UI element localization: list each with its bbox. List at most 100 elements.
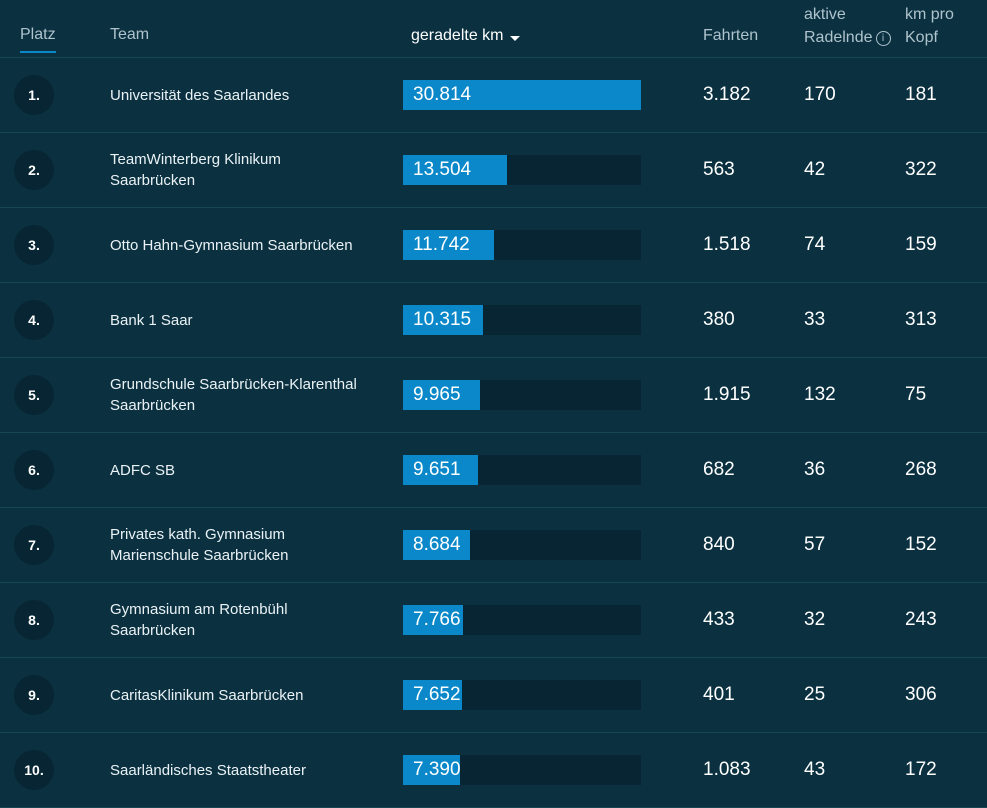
km-value: 13.504 bbox=[413, 159, 472, 180]
column-header-aktive-line1: aktive bbox=[804, 6, 846, 23]
km-pro-kopf-value: 313 bbox=[905, 309, 937, 330]
km-bar-track: 7.766 bbox=[403, 605, 641, 635]
km-bar-fill bbox=[403, 680, 462, 710]
info-icon[interactable]: i bbox=[875, 31, 891, 46]
rank-badge: 8. bbox=[14, 600, 54, 640]
rank-badge: 9. bbox=[14, 675, 54, 715]
team-name[interactable]: Gymnasium am Rotenbühl Saarbrücken bbox=[110, 583, 380, 657]
km-value: 10.315 bbox=[413, 309, 472, 330]
column-header-kopf-line2: Kopf bbox=[905, 29, 938, 46]
km-bar-fill bbox=[403, 380, 480, 410]
km-bar-fill bbox=[403, 755, 460, 785]
team-name-line: Gymnasium am Rotenbühl bbox=[110, 601, 288, 618]
sort-descending-icon bbox=[509, 35, 520, 41]
team-name-line: Saarländisches Staatstheater bbox=[110, 761, 306, 779]
aktive-radelnde-value: 74 bbox=[804, 234, 826, 255]
team-name[interactable]: CaritasKlinikum Saarbrücken bbox=[110, 658, 380, 732]
table-row[interactable]: 1. Universität des Saarlandes 30.814 3.182 1… bbox=[0, 58, 987, 133]
rank-badge: 5. bbox=[14, 375, 54, 415]
km-bar-track: 10.315 bbox=[403, 305, 641, 335]
km-bar-fill bbox=[403, 80, 641, 110]
rank-badge: 7. bbox=[14, 525, 54, 565]
fahrten-value: 682 bbox=[703, 459, 735, 480]
fahrten-value: 3.182 bbox=[703, 84, 751, 105]
km-value: 8.684 bbox=[413, 534, 461, 555]
fahrten-value: 563 bbox=[703, 159, 735, 180]
table-row[interactable]: 10. Saarländisches Staatstheater 7.390 1.08… bbox=[0, 733, 987, 808]
team-name-line: Marienschule Saarbrücken bbox=[110, 547, 289, 564]
aktive-radelnde-value: 25 bbox=[804, 684, 826, 705]
km-bar-track: 9.651 bbox=[403, 455, 641, 485]
km-pro-kopf-value: 75 bbox=[905, 384, 927, 405]
column-header-km-pro-kopf[interactable]: km pro Kopf bbox=[905, 3, 954, 49]
table-row[interactable]: 8. Gymnasium am Rotenbühl Saarbrücken 7.766… bbox=[0, 583, 987, 658]
team-name[interactable]: Privates kath. Gymnasium Marienschule Saa… bbox=[110, 508, 380, 582]
table-row[interactable]: 7. Privates kath. Gymnasium Marienschule S… bbox=[0, 508, 987, 583]
km-value: 7.652 bbox=[413, 684, 461, 705]
team-name-line: Privates kath. Gymnasium bbox=[110, 526, 286, 543]
team-name-line: Saarbrücken bbox=[110, 172, 196, 189]
table-row[interactable]: 4. Bank 1 Saar 10.315 380 33 313 bbox=[0, 283, 987, 358]
fahrten-value: 1.915 bbox=[703, 384, 751, 405]
fahrten-value: 1.083 bbox=[703, 759, 751, 780]
km-pro-kopf-value: 243 bbox=[905, 609, 937, 630]
km-bar-track: 8.684 bbox=[403, 530, 641, 560]
rank-badge: 10. bbox=[14, 750, 54, 790]
aktive-radelnde-value: 43 bbox=[804, 759, 826, 780]
km-value: 11.742 bbox=[413, 234, 470, 255]
team-name[interactable]: Grundschule Saarbrücken-Klarenthal Saarbr… bbox=[110, 358, 380, 432]
fahrten-value: 433 bbox=[703, 609, 735, 630]
team-name[interactable]: ADFC SB bbox=[110, 433, 380, 507]
team-name[interactable]: Saarländisches Staatstheater bbox=[110, 733, 380, 807]
km-bar-track: 13.504 bbox=[403, 155, 641, 185]
aktive-radelnde-value: 33 bbox=[804, 309, 826, 330]
table-row[interactable]: 6. ADFC SB 9.651 682 36 268 bbox=[0, 433, 987, 508]
table-row[interactable]: 9. CaritasKlinikum Saarbrücken 7.652 401 25 3… bbox=[0, 658, 987, 733]
km-pro-kopf-value: 181 bbox=[905, 84, 937, 105]
column-header-km[interactable]: geradelte km bbox=[411, 27, 520, 45]
km-pro-kopf-value: 322 bbox=[905, 159, 937, 180]
km-bar-fill bbox=[403, 455, 478, 485]
team-name-line: CaritasKlinikum Saarbrücken bbox=[110, 686, 304, 704]
rank-badge: 3. bbox=[14, 225, 54, 265]
rank-badge: 4. bbox=[14, 300, 54, 340]
km-value: 7.390 bbox=[413, 759, 461, 780]
rank-badge: 6. bbox=[14, 450, 54, 490]
rank-badge: 1. bbox=[14, 75, 54, 115]
column-header-fahrten[interactable]: Fahrten bbox=[703, 27, 759, 44]
km-pro-kopf-value: 306 bbox=[905, 684, 937, 705]
column-header-platz[interactable]: Platz bbox=[20, 26, 56, 53]
team-name-line: TeamWinterberg Klinikum bbox=[110, 151, 281, 168]
team-name[interactable]: Otto Hahn-Gymnasium Saarbrücken bbox=[110, 208, 380, 282]
km-bar-track: 9.965 bbox=[403, 380, 641, 410]
column-header-team[interactable]: Team bbox=[110, 26, 150, 43]
km-pro-kopf-value: 159 bbox=[905, 234, 937, 255]
team-name-line: Grundschule Saarbrücken-Klarenthal bbox=[110, 376, 357, 393]
team-name[interactable]: TeamWinterberg Klinikum Saarbrücken bbox=[110, 133, 380, 207]
team-name-line: Bank 1 Saar bbox=[110, 311, 193, 329]
aktive-radelnde-value: 42 bbox=[804, 159, 826, 180]
fahrten-value: 380 bbox=[703, 309, 735, 330]
table-body: 1. Universität des Saarlandes 30.814 3.182 1… bbox=[0, 58, 987, 808]
km-value: 9.965 bbox=[413, 384, 461, 405]
km-pro-kopf-value: 268 bbox=[905, 459, 937, 480]
km-bar-fill bbox=[403, 155, 507, 185]
team-name-line: Universität des Saarlandes bbox=[110, 86, 290, 104]
fahrten-value: 401 bbox=[703, 684, 735, 705]
km-pro-kopf-value: 172 bbox=[905, 759, 937, 780]
column-header-aktive-line2: Radelnde bbox=[804, 29, 873, 46]
table-row[interactable]: 5. Grundschule Saarbrücken-Klarenthal Saar… bbox=[0, 358, 987, 433]
team-name[interactable]: Bank 1 Saar bbox=[110, 283, 380, 357]
table-row[interactable]: 2. TeamWinterberg Klinikum Saarbrücken 13.5… bbox=[0, 133, 987, 208]
team-name[interactable]: Universität des Saarlandes bbox=[110, 58, 380, 132]
km-bar-fill bbox=[403, 305, 483, 335]
km-bar-fill bbox=[403, 605, 463, 635]
table-header: Platz Team geradelte km Fahrten aktive R… bbox=[0, 0, 987, 58]
team-name-line: Saarbrücken bbox=[110, 622, 196, 639]
rank-badge: 2. bbox=[14, 150, 54, 190]
km-bar-fill bbox=[403, 530, 470, 560]
table-row[interactable]: 3. Otto Hahn-Gymnasium Saarbrücken 11.742 1… bbox=[0, 208, 987, 283]
column-header-aktive-radelnde[interactable]: aktive Radelnde i bbox=[804, 3, 891, 49]
km-value: 30.814 bbox=[413, 84, 472, 105]
